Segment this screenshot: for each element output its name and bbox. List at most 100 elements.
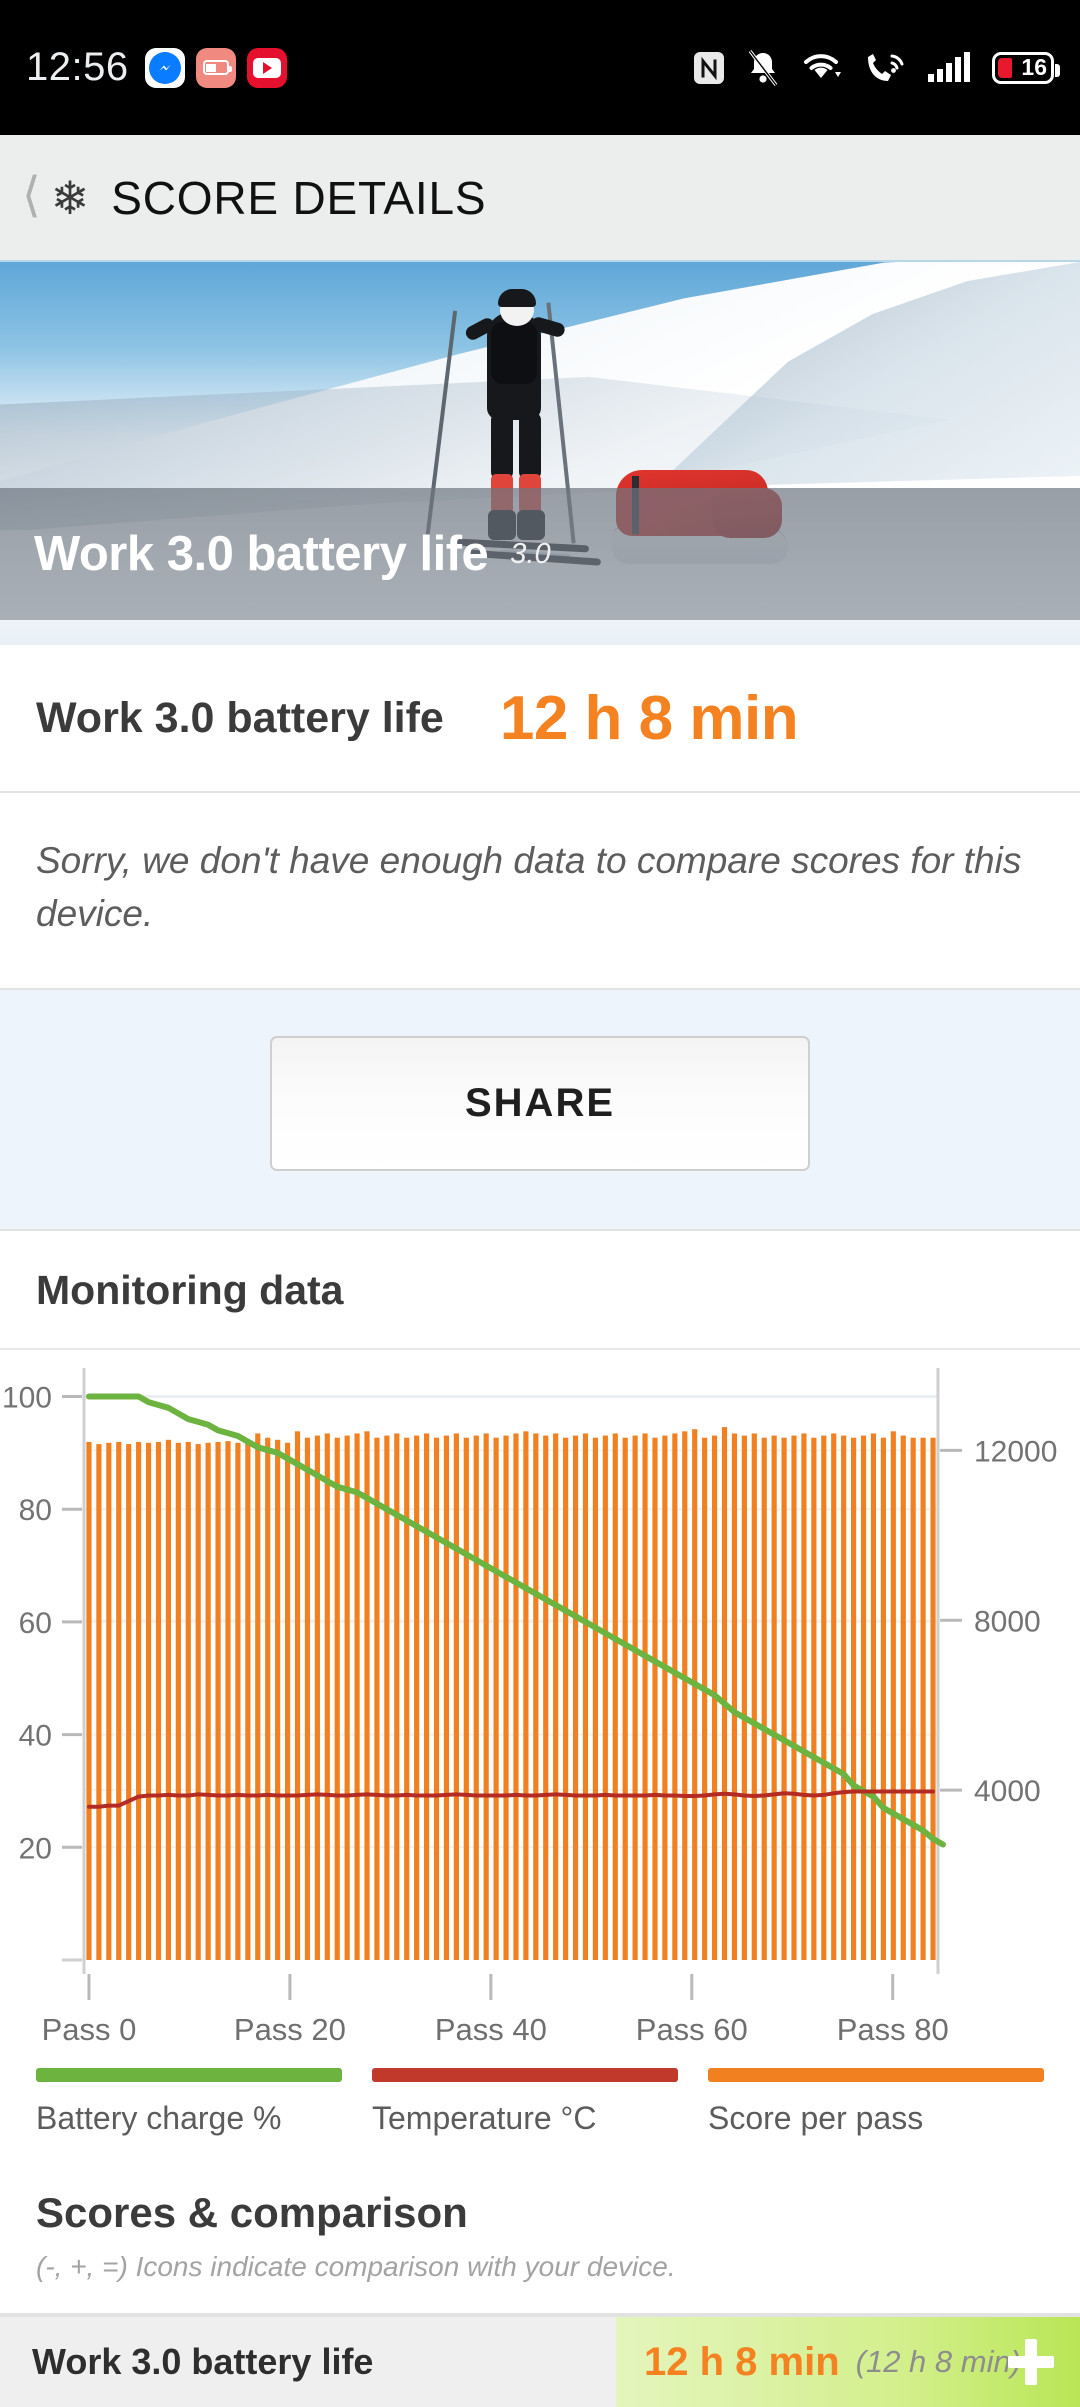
legend-label-score: Score per pass [708, 2100, 924, 2137]
comparison-row-label-cell: Work 3.0 battery life [0, 2317, 616, 2407]
chart-right-tick-label: 4000 [974, 1775, 1041, 1808]
chart-bar [235, 1442, 241, 1961]
chart-bar [811, 1437, 817, 1961]
chart-bar [433, 1437, 440, 1961]
share-section: SHARE [0, 990, 1080, 1230]
chart-bar [721, 1427, 728, 1961]
chart-bar [652, 1437, 658, 1961]
monitoring-chart-svg: 20 40 60 80 100 4000 8000 12000 Pass 0 Pass 20 Pas… [2, 1368, 1057, 2047]
chart-bar [851, 1437, 857, 1961]
chart-bar [205, 1442, 211, 1961]
comparison-message: Sorry, we don't have enough data to comp… [36, 840, 1022, 934]
chart-x-tick-label: Pass 80 [837, 2012, 949, 2047]
comparison-row-reference: (12 h 8 min) [855, 2344, 1022, 2380]
back-chevron-icon[interactable]: ⟨ [22, 168, 41, 222]
page-title: SCORE DETAILS [111, 171, 487, 224]
chart-bar [255, 1433, 261, 1961]
wifi-icon [804, 53, 841, 78]
monitoring-data-card: Monitoring data 20 40 60 80 100 4000 8000 12000… [0, 1229, 1080, 2316]
chart-bar [702, 1437, 708, 1961]
comparison-row-value-cell[interactable]: 12 h 8 min (12 h 8 min) [616, 2317, 1080, 2407]
chart-bar [215, 1442, 221, 1961]
chart-bar [334, 1437, 340, 1961]
chart-bar [930, 1437, 936, 1961]
chart-left-tick-label: 20 [19, 1832, 52, 1865]
chart-bar [622, 1437, 628, 1961]
chart-bar [553, 1433, 559, 1961]
chart-bar [642, 1433, 648, 1961]
monitoring-title: Monitoring data [36, 1267, 344, 1314]
chart-bar [493, 1437, 499, 1961]
chart-bar [632, 1435, 638, 1961]
chart-bar [592, 1437, 598, 1961]
chart-bar [175, 1442, 181, 1961]
chart-left-tick-label: 100 [2, 1382, 52, 1415]
chart-x-tick-label: Pass 60 [636, 2012, 748, 2047]
chart-bar [890, 1431, 896, 1961]
chart-bar [374, 1437, 380, 1961]
chart-bar [136, 1442, 142, 1961]
snowflake-icon: ❄ [50, 171, 90, 224]
chart-bar [870, 1433, 877, 1961]
volte-call-icon [868, 53, 904, 81]
chart-bar [116, 1442, 122, 1961]
chart-left-tick-label: 80 [19, 1494, 52, 1527]
score-comparison-row[interactable]: Work 3.0 battery life 12 h 8 min (12 h 8… [0, 2315, 1080, 2407]
chart-bar [513, 1433, 519, 1961]
chart-bar [86, 1442, 92, 1961]
chart-bar [563, 1437, 569, 1961]
scores-comparison-title: Scores & comparison [36, 2189, 468, 2237]
legend-item-temperature: Temperature °C [372, 2068, 708, 2137]
messenger-bolt-icon [158, 64, 171, 71]
legend-swatch-temperature [372, 2068, 678, 2083]
chart-bar [126, 1444, 132, 1961]
chart-bar [284, 1442, 291, 1961]
cellular-signal-icon [928, 51, 970, 82]
chart-bar [165, 1439, 171, 1961]
chart-bar [602, 1435, 608, 1961]
battery-saver-notification-icon [195, 47, 236, 88]
chart-bar [265, 1437, 271, 1961]
monitoring-chart[interactable]: 20 40 60 80 100 4000 8000 12000 Pass 0 Pass 20 Pas… [0, 1350, 1080, 2050]
chart-bar [324, 1433, 330, 1961]
chart-x-tick-label: Pass 20 [234, 2012, 346, 2047]
youtube-notification-icon [246, 47, 287, 88]
chart-bar [394, 1433, 400, 1961]
legend-swatch-battery [36, 2068, 342, 2083]
notification-icons [144, 47, 287, 88]
status-bar-left: 12:56 [26, 45, 287, 90]
chart-bar [841, 1435, 847, 1961]
chart-bar [106, 1442, 112, 1961]
chart-bar [96, 1444, 102, 1961]
chart-bar [314, 1435, 320, 1961]
chart-bar [354, 1433, 360, 1961]
chart-bar [751, 1433, 757, 1961]
legend-swatch-score [708, 2068, 1044, 2083]
chart-bar [791, 1435, 797, 1961]
messenger-notification-icon [144, 47, 185, 88]
battery-percent-label: 16 [1021, 54, 1047, 80]
legend-item-score: Score per pass [708, 2068, 1044, 2137]
chart-bar [801, 1433, 807, 1961]
benchmark-hero-image: Work 3.0 battery life 3.0 [0, 260, 1080, 645]
monitoring-header: Monitoring data [0, 1231, 1080, 1351]
app-bar: ⟨ ❄ SCORE DETAILS [0, 135, 1080, 260]
legend-label-battery: Battery charge % [36, 2100, 282, 2137]
nfc-icon [694, 51, 724, 84]
score-summary-card: Work 3.0 battery life 12 h 8 min [0, 645, 1080, 793]
chart-bar [225, 1441, 231, 1961]
notifications-muted-icon [748, 49, 778, 86]
status-bar-clock: 12:56 [26, 45, 129, 89]
chart-bar [145, 1442, 152, 1961]
chart-bar [533, 1433, 539, 1961]
plus-icon[interactable] [1008, 2339, 1054, 2386]
chart-legend: Battery charge % Temperature °C Score pe… [0, 2050, 1080, 2163]
chart-bar [344, 1435, 350, 1961]
status-bar: 12:56 [0, 0, 1080, 135]
share-button[interactable]: SHARE [270, 1036, 810, 1172]
chart-bar [900, 1435, 906, 1961]
chart-bar [682, 1431, 688, 1961]
chart-bar [185, 1442, 191, 1961]
chart-bar [424, 1433, 430, 1961]
chart-bar [404, 1437, 410, 1961]
